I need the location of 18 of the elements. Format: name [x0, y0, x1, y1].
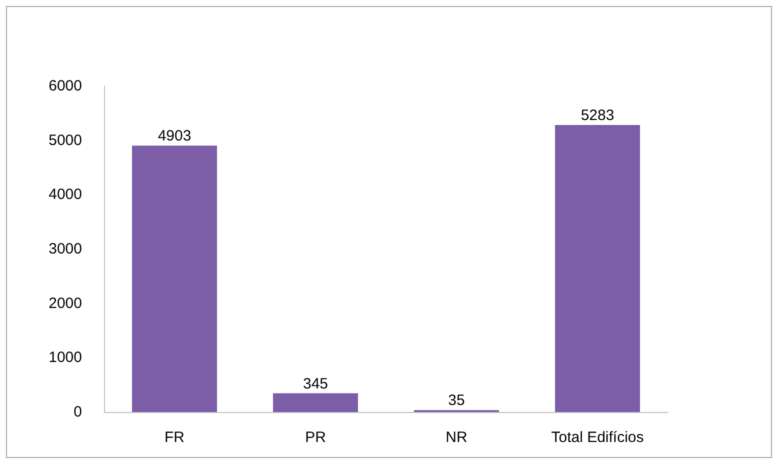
x-tick-label: NR — [446, 429, 468, 446]
data-label: 345 — [302, 375, 328, 392]
x-tick-label: PR — [305, 429, 326, 446]
data-label: 35 — [448, 392, 465, 410]
y-tick-label: 2000 — [48, 294, 82, 312]
bar — [273, 393, 358, 412]
y-tick-label: 0 — [74, 404, 82, 420]
bar — [555, 124, 640, 412]
y-tick-label: 6000 — [48, 78, 82, 94]
y-tick-label: 3000 — [48, 240, 82, 258]
bar — [132, 146, 217, 412]
y-tick-label: 4000 — [48, 186, 82, 204]
x-tick-label: FR — [164, 429, 185, 446]
y-tick-label: 1000 — [48, 349, 82, 366]
data-label: 5283 — [580, 106, 614, 124]
data-label: 4903 — [158, 128, 192, 145]
y-tick-label: 5000 — [48, 132, 82, 149]
x-tick-label: Total Edifícios — [551, 429, 644, 446]
